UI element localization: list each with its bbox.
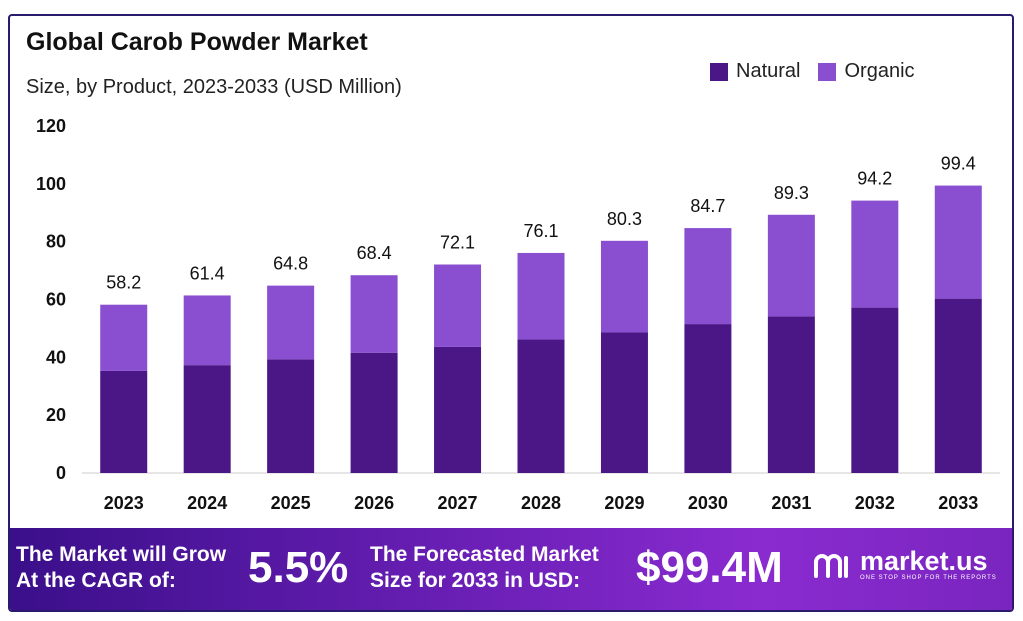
bar-natural-2030 xyxy=(684,324,732,473)
brand-name: market.us xyxy=(860,546,988,576)
bar-total-label: 68.4 xyxy=(357,243,392,263)
x-tick-label: 2031 xyxy=(771,493,811,513)
cagr-value: 5.5% xyxy=(248,543,349,592)
bar-total-label: 80.3 xyxy=(607,209,642,229)
bar-total-label: 84.7 xyxy=(690,196,725,216)
bar-total-label: 58.2 xyxy=(106,273,141,293)
bar-total-label: 99.4 xyxy=(941,154,976,174)
forecast-label: The Forecasted Market Size for 2033 in U… xyxy=(370,542,599,594)
forecast-label-line2: Size for 2033 in USD: xyxy=(370,569,581,592)
bar-natural-2028 xyxy=(517,339,565,473)
x-tick-label: 2026 xyxy=(354,493,394,513)
x-tick-label: 2028 xyxy=(521,493,561,513)
chart-legend: Natural Organic xyxy=(710,60,915,83)
bar-total-label: 61.4 xyxy=(190,263,225,283)
bar-organic-2031 xyxy=(767,214,815,317)
bar-natural-2025 xyxy=(267,359,315,473)
bar-total-label: 94.2 xyxy=(857,169,892,189)
brand-tagline: ONE STOP SHOP FOR THE REPORTS xyxy=(860,575,997,581)
bar-organic-2025 xyxy=(267,285,315,360)
legend-swatch-natural xyxy=(710,62,728,81)
cagr-label-line1: The Market will Grow xyxy=(16,543,227,566)
bar-natural-2031 xyxy=(767,316,815,473)
y-tick-label: 20 xyxy=(46,405,66,425)
chart-subtitle: Size, by Product, 2023-2033 (USD Million… xyxy=(26,76,402,98)
bar-total-label: 64.8 xyxy=(273,254,308,274)
y-tick-label: 100 xyxy=(36,174,66,194)
x-tick-label: 2024 xyxy=(187,493,227,513)
bar-organic-2023 xyxy=(100,304,148,371)
x-tick-label: 2033 xyxy=(938,493,978,513)
legend-item-natural: Natural xyxy=(710,60,800,83)
bar-chart: 0 20 40 60 80 100 120 58.2 2023 61.4 2024 64.8 2025 6… xyxy=(36,116,1000,513)
forecast-value: $99.4M xyxy=(636,543,783,592)
bar-organic-2029 xyxy=(600,240,648,333)
bar-natural-2032 xyxy=(851,307,899,473)
y-tick-label: 60 xyxy=(46,290,66,310)
bar-natural-2026 xyxy=(350,352,398,473)
bar-organic-2033 xyxy=(934,185,982,299)
bar-total-label: 89.3 xyxy=(774,183,809,203)
bar-natural-2029 xyxy=(600,332,648,473)
legend-label-organic: Organic xyxy=(844,60,915,82)
market-us-logo-icon xyxy=(814,554,848,578)
x-tick-label: 2029 xyxy=(604,493,644,513)
bar-natural-2023 xyxy=(100,370,148,473)
chart-title: Global Carob Powder Market xyxy=(26,28,368,56)
bar-organic-2026 xyxy=(350,275,398,353)
x-tick-label: 2032 xyxy=(855,493,895,513)
forecast-label-line1: The Forecasted Market xyxy=(370,543,599,566)
brand-logo: market.us ONE STOP SHOP FOR THE REPORTS xyxy=(812,548,997,582)
bar-organic-2030 xyxy=(684,228,732,325)
y-tick-label: 40 xyxy=(46,347,66,367)
y-tick-label: 80 xyxy=(46,232,66,252)
x-tick-label: 2030 xyxy=(688,493,728,513)
bar-natural-2033 xyxy=(934,298,982,473)
bar-natural-2027 xyxy=(434,346,482,473)
x-tick-label: 2025 xyxy=(271,493,311,513)
bar-organic-2027 xyxy=(434,264,482,347)
footer-banner: The Market will Grow At the CAGR of: 5.5… xyxy=(10,528,1012,610)
bar-natural-2024 xyxy=(183,365,231,473)
y-tick-label: 0 xyxy=(56,463,66,483)
cagr-label: The Market will Grow At the CAGR of: xyxy=(16,542,226,594)
bar-organic-2028 xyxy=(517,252,565,340)
bar-organic-2032 xyxy=(851,200,899,308)
legend-swatch-organic xyxy=(818,62,837,81)
chart-frame: Global Carob Powder Market Size, by Prod… xyxy=(8,14,1014,612)
bar-organic-2024 xyxy=(183,295,231,366)
x-tick-label: 2023 xyxy=(104,493,144,513)
y-tick-label: 120 xyxy=(36,116,66,136)
bar-total-label: 76.1 xyxy=(523,221,558,241)
cagr-label-line2: At the CAGR of: xyxy=(16,569,176,592)
bar-total-label: 72.1 xyxy=(440,233,475,253)
legend-label-natural: Natural xyxy=(736,60,801,82)
legend-item-organic: Organic xyxy=(818,60,915,83)
x-tick-label: 2027 xyxy=(438,493,478,513)
